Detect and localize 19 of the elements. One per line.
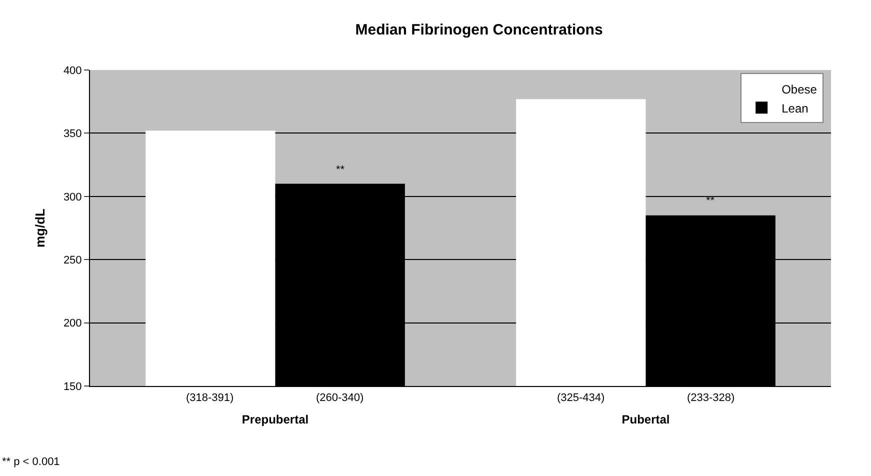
x-tick-label: Pubertal	[622, 412, 670, 426]
y-tick-label: 350	[63, 128, 82, 140]
y-tick-label: 150	[63, 380, 82, 393]
data-label: (318-391)	[186, 392, 234, 404]
y-tick-label: 300	[63, 191, 82, 204]
text: ** p < 0.001	[2, 456, 60, 468]
y-tick-label: 400	[63, 64, 82, 77]
data-label: (233-328)	[687, 392, 735, 404]
y-tick-label: 250	[63, 254, 82, 266]
legend-label: Lean	[782, 101, 808, 116]
annotation: **	[706, 195, 716, 207]
y-axis-title: mg/dL	[32, 208, 48, 248]
x-tick-label: Prepubertal	[242, 412, 309, 426]
chart-title: Median Fibrinogen Concentrations	[355, 21, 603, 38]
annotation: **	[336, 164, 346, 176]
data-label: (260-340)	[316, 392, 364, 404]
y-tick-label: 200	[63, 318, 82, 330]
text: Obese	[782, 82, 818, 96]
data-label: (325-434)	[557, 392, 605, 404]
